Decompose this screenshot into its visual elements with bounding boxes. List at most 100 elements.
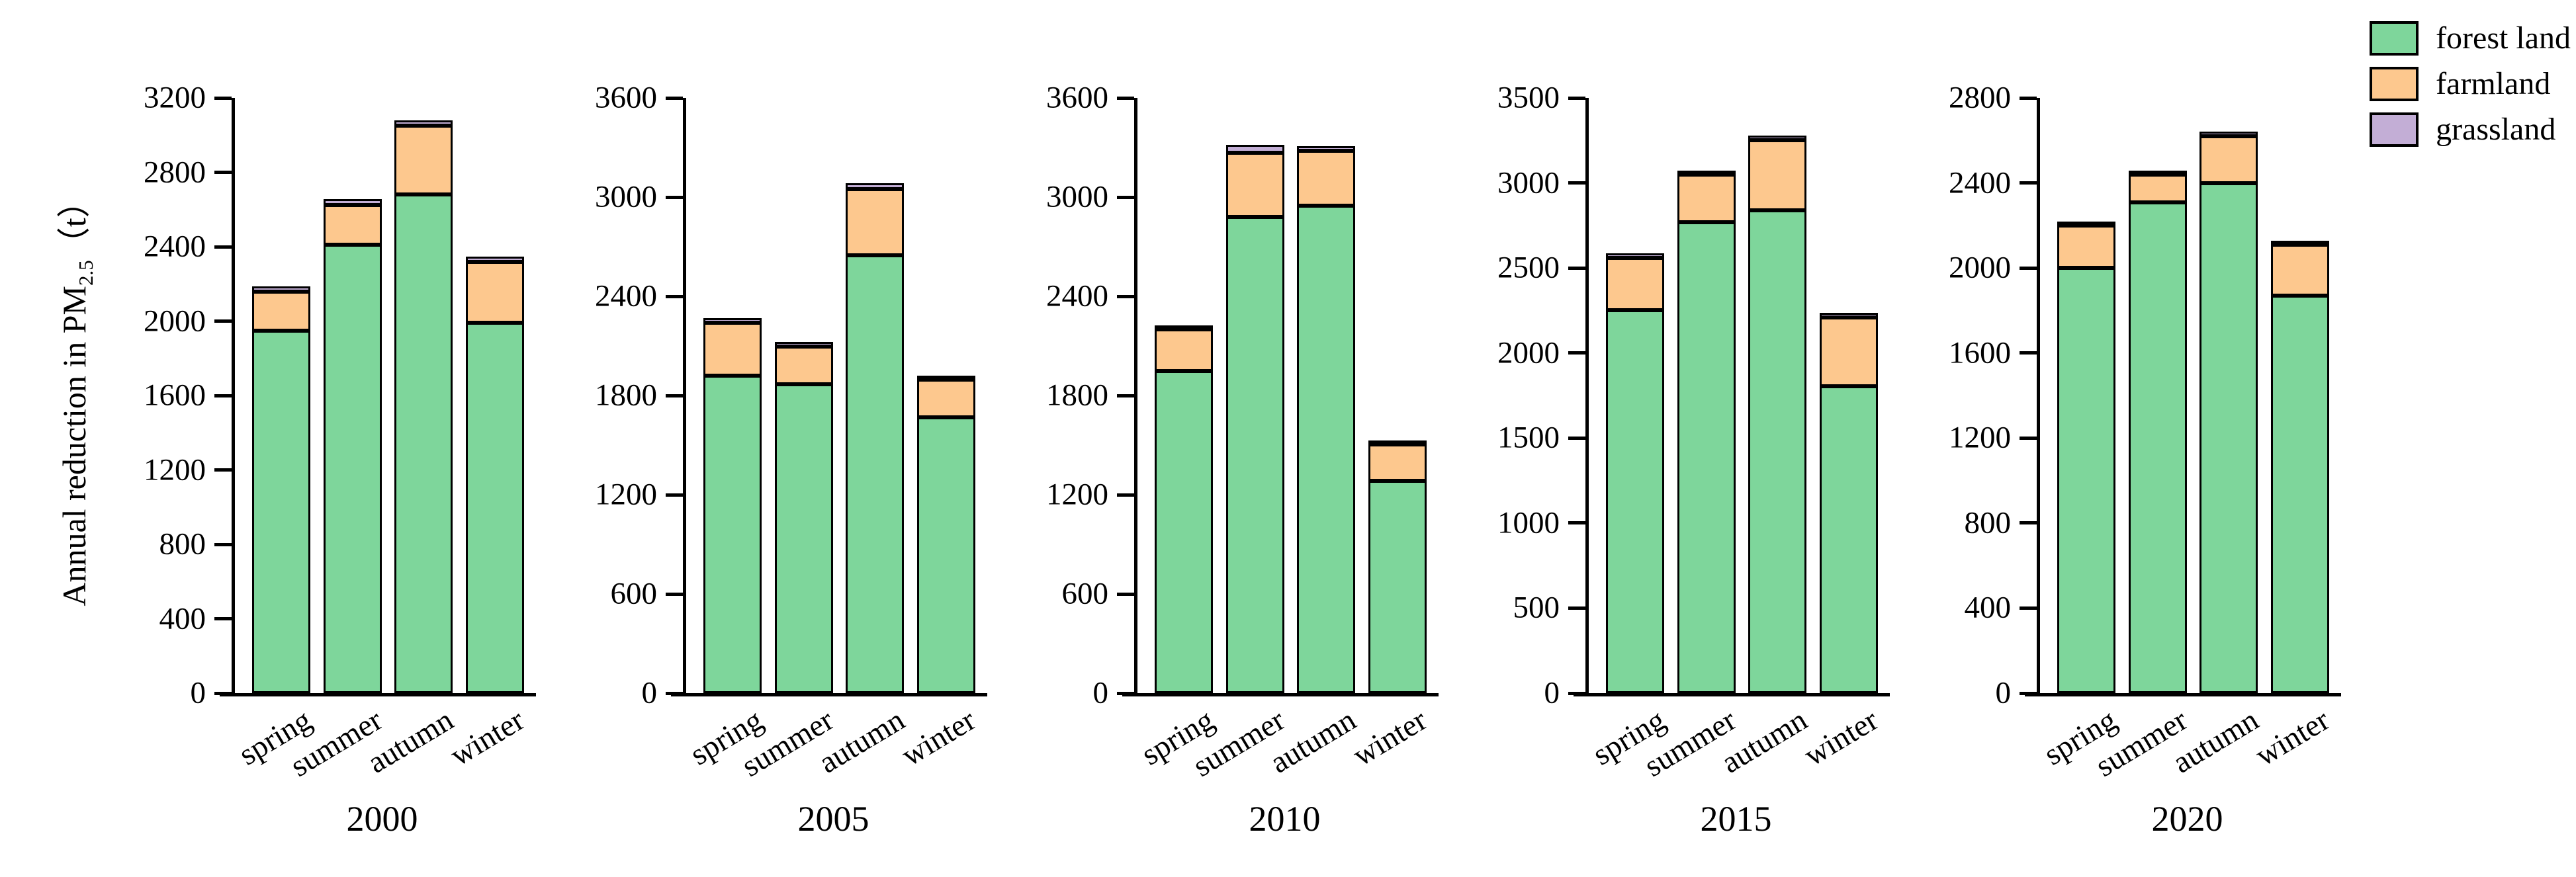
y-tick-mark (1117, 493, 1134, 497)
y-tick-label: 3200 (144, 80, 206, 115)
y-tick-label: 2000 (1949, 250, 2011, 285)
bar-segment-forest-land (1368, 480, 1427, 693)
x-axis-line (220, 693, 236, 696)
bar-segment-farmland (2057, 225, 2115, 269)
y-tick-mark (214, 96, 232, 100)
y-tick-mark (666, 294, 683, 298)
y-tick-mark (214, 691, 232, 695)
y-tick-label: 0 (190, 675, 206, 710)
bar-segment-grassland (916, 376, 975, 380)
bar-segment-grassland (1606, 253, 1664, 258)
bar-segment-farmland (703, 323, 762, 376)
y-axis-title-unit: （t） (56, 185, 93, 261)
bar-2005-autumn (846, 98, 904, 693)
bar-segment-forest-land (465, 323, 524, 693)
bar-segment-forest-land (1748, 210, 1806, 693)
y-tick-label: 0 (1092, 675, 1109, 710)
y-tick-label: 600 (610, 576, 658, 611)
bar-segment-grassland (703, 317, 762, 323)
bar-segment-grassland (1297, 146, 1355, 151)
y-tick-label: 3000 (595, 179, 657, 214)
x-axis-line (2025, 693, 2041, 696)
bar-segment-grassland (394, 120, 453, 126)
y-tick-mark (214, 468, 232, 472)
y-tick-label: 1800 (1046, 378, 1108, 413)
y-axis-title: Annual reduction in PM2.5（t） (48, 185, 97, 606)
bar-segment-forest-land (774, 384, 833, 693)
legend-label: farmland (2436, 65, 2551, 101)
y-tick-label: 1200 (1046, 477, 1108, 512)
y-tick-mark (666, 493, 683, 497)
y-tick-label: 2400 (1046, 278, 1108, 313)
y-tick-mark (214, 171, 232, 174)
bar-segment-farmland (1368, 444, 1427, 481)
bar-segment-farmland (1606, 257, 1664, 311)
y-tick-label: 2400 (595, 278, 657, 313)
y-tick-mark (2020, 96, 2037, 100)
y-tick-label: 400 (159, 601, 206, 636)
bar-2005-summer (774, 98, 833, 693)
bar-2010-spring (1155, 98, 1213, 693)
bar-segment-forest-land (2270, 295, 2329, 693)
bar-segment-forest-land (1819, 386, 1878, 693)
y-tick-mark (2020, 181, 2037, 185)
chart-2005: 0 600 1200 1800 2400 3000 3600 spring summer autu… (595, 82, 1134, 839)
y-tick-label: 1200 (144, 452, 206, 487)
bar-segment-forest-land (252, 330, 310, 693)
y-tick-mark (1568, 266, 1585, 270)
bar-segment-grassland (1368, 440, 1427, 444)
legend-swatch-farmland (2370, 67, 2419, 102)
x-tick-label-winter: winter (896, 702, 982, 773)
y-tick-mark (2020, 521, 2037, 525)
y-tick-label: 2800 (144, 155, 206, 189)
bar-2010-autumn (1297, 98, 1355, 693)
legend-item-forest-land: forest land (2370, 21, 2571, 56)
y-tick-label: 400 (1964, 590, 2012, 625)
legend-swatch-forest-land (2370, 21, 2419, 56)
x-labels-2000: spring summer autumn winter (232, 696, 533, 796)
bar-segment-farmland (846, 188, 904, 255)
chart-2015: 0 500 1000 1500 2000 2500 3000 3500 spring summer… (1497, 82, 2037, 839)
year-label-2005: 2005 (797, 799, 869, 839)
x-tick-label-winter: winter (1799, 702, 1885, 773)
y-tick-mark (1568, 181, 1585, 185)
bar-2020-summer (2128, 98, 2187, 693)
bar-segment-forest-land (703, 376, 762, 693)
bar-segment-grassland (2128, 170, 2187, 175)
y-tick-label: 2400 (144, 229, 206, 264)
bar-2010-summer (1225, 98, 1284, 693)
y-tick-label: 2800 (1949, 80, 2011, 115)
bar-segment-forest-land (1297, 205, 1355, 693)
legend: forest land farmland grassland (2370, 21, 2571, 157)
bar-2005-spring (703, 98, 762, 693)
year-label-2000: 2000 (346, 799, 418, 839)
x-labels-2010: spring summer autumn winter (1134, 696, 1435, 796)
y-tick-mark (2020, 436, 2037, 440)
y-tick-mark (2020, 351, 2037, 355)
year-label-2015: 2015 (1700, 799, 1772, 839)
y-tick-label: 1600 (144, 378, 206, 413)
y-tick-mark (666, 96, 683, 100)
y-tick-mark (214, 319, 232, 323)
bar-2015-winter (1819, 98, 1878, 693)
bar-segment-grassland (774, 341, 833, 347)
x-tick-label-winter: winter (2250, 702, 2336, 773)
y-tick-label: 1800 (595, 378, 657, 413)
y-tick-mark (1568, 606, 1585, 610)
bar-segment-forest-land (1677, 222, 1736, 693)
y-tick-label: 600 (1061, 576, 1109, 611)
y-tick-label: 2000 (1497, 335, 1560, 370)
bar-2010-winter (1368, 98, 1427, 693)
plot-area-2005: 0 600 1200 1800 2400 3000 3600 (595, 82, 987, 708)
chart-2010: 0 600 1200 1800 2400 3000 3600 spring summer autu… (1046, 82, 1585, 837)
bar-2015-spring (1606, 98, 1664, 693)
bar-segment-forest-land (916, 417, 975, 693)
charts-row: 0 400 800 1200 1600 2000 2400 2800 3200 spring sum… (144, 82, 2488, 839)
x-axis-line (1574, 693, 1589, 696)
y-tick-mark (1568, 521, 1585, 525)
y-tick-mark (214, 245, 232, 249)
y-tick-label: 1000 (1497, 505, 1560, 540)
y-tick-label: 1500 (1497, 420, 1560, 455)
y-tick-mark (666, 691, 683, 695)
